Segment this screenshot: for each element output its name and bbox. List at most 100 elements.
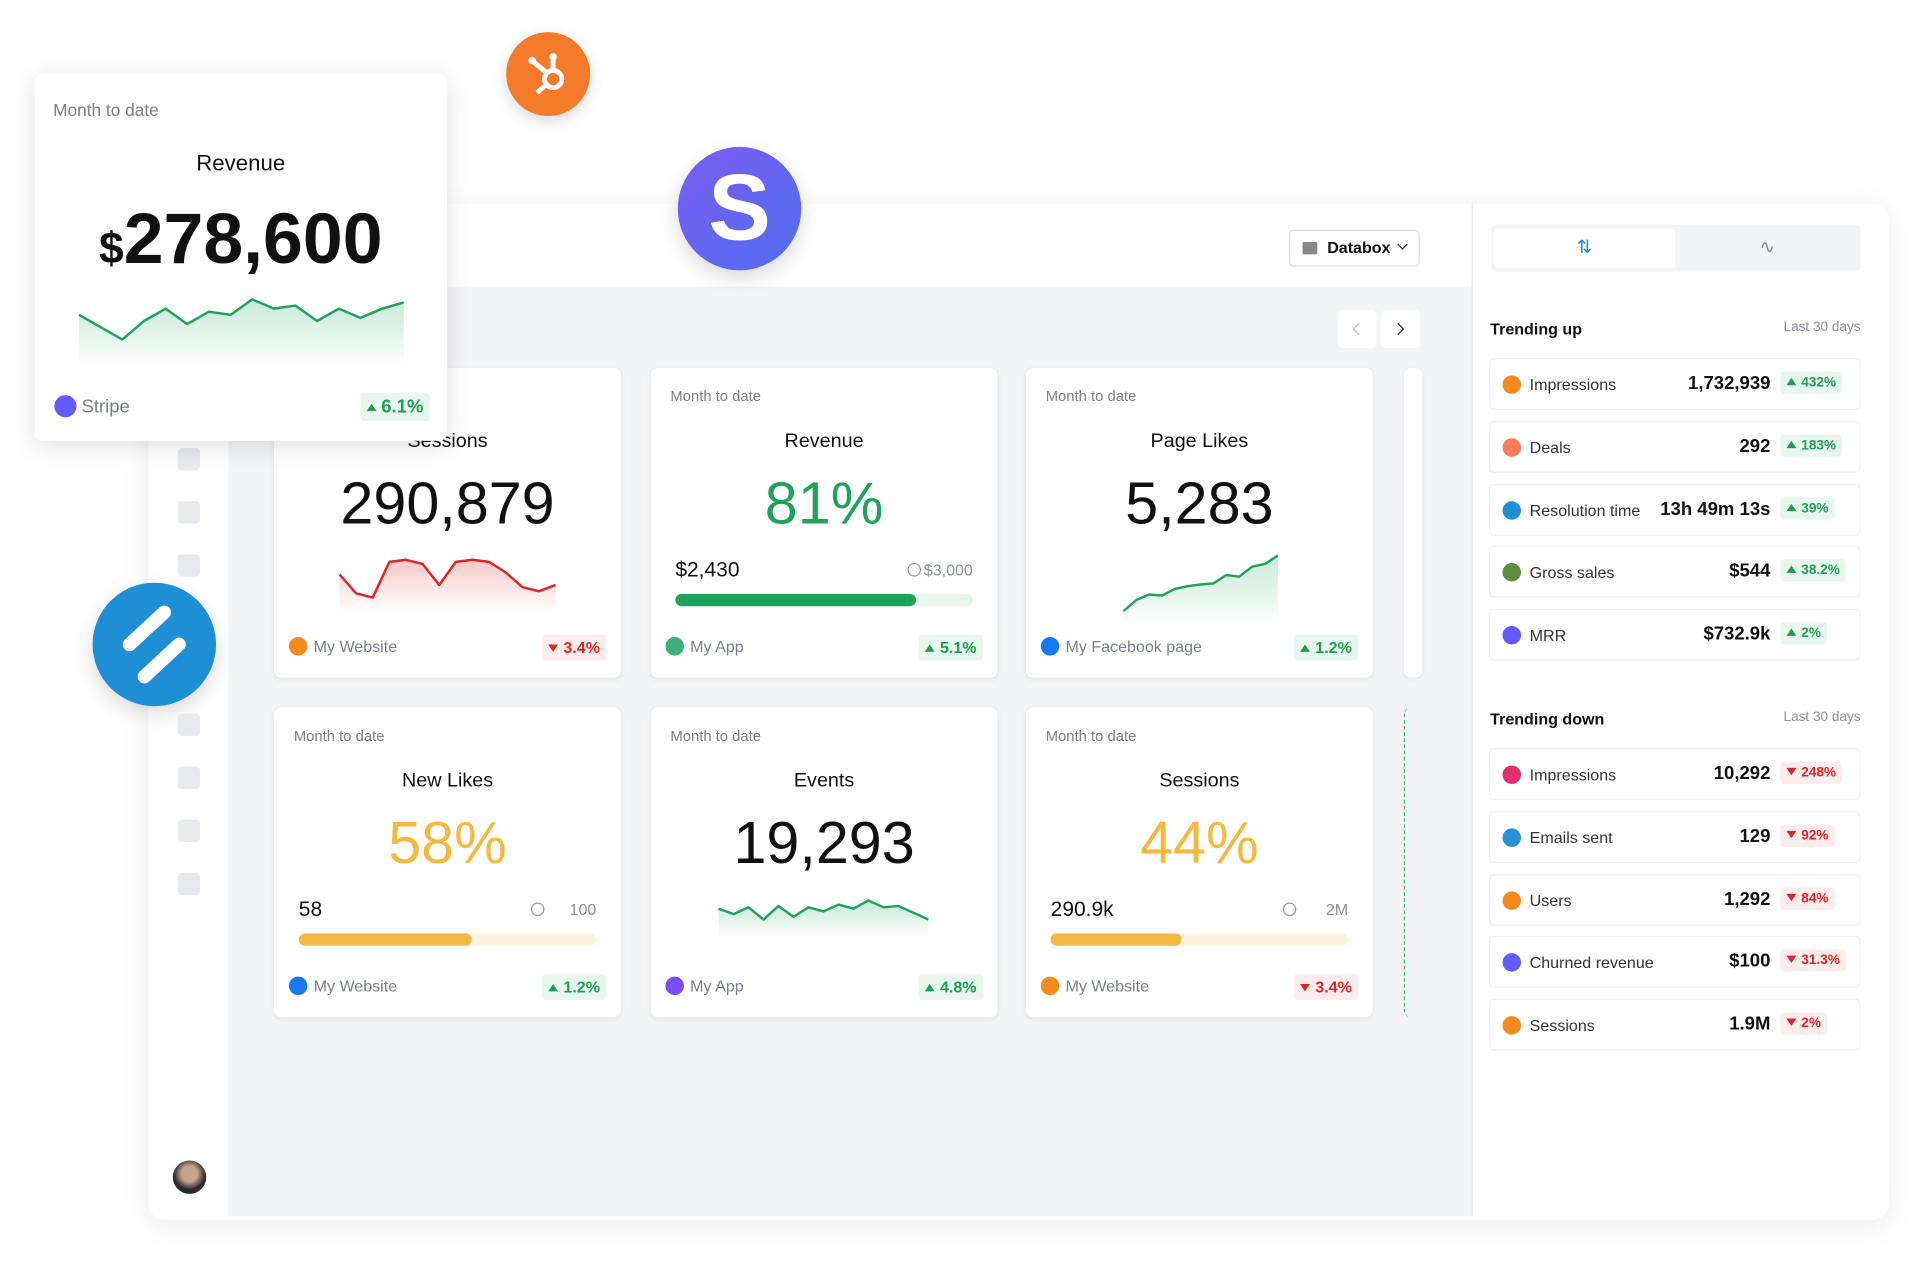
card-value: 44% xyxy=(1140,811,1259,877)
helpscout-icon xyxy=(122,605,186,684)
change-value: 2% xyxy=(1801,626,1821,641)
metric-card[interactable]: Month to date Events 19,293 My App 4.8% xyxy=(650,707,998,1018)
currency: $ xyxy=(98,222,124,273)
change-value: 1.2% xyxy=(1315,638,1352,657)
source-name: My App xyxy=(690,976,744,996)
change-value: 432% xyxy=(1801,375,1837,391)
goal-value: 100 xyxy=(569,900,597,919)
nav-item[interactable] xyxy=(177,766,201,789)
card-value: 290,879 xyxy=(340,471,555,538)
source-name: My Facebook page xyxy=(1065,637,1202,656)
trend-row[interactable]: Impressions 10,292 248% xyxy=(1488,748,1861,801)
change-value: 6.1% xyxy=(381,396,424,418)
metric-name: Churned revenue xyxy=(1529,953,1654,973)
change-badge: 1.2% xyxy=(542,974,607,1001)
metric-value: 1,292 xyxy=(1724,888,1771,910)
change-value: 38.2% xyxy=(1801,563,1840,579)
card-title: Sessions xyxy=(1159,770,1240,792)
change-value: 84% xyxy=(1801,890,1829,906)
sparkline xyxy=(78,298,405,367)
change-value: 39% xyxy=(1801,500,1829,516)
workspace-button[interactable]: Databox xyxy=(1288,229,1420,267)
change-value: 92% xyxy=(1801,828,1829,843)
source-icon xyxy=(1502,765,1522,784)
metric-name: Gross sales xyxy=(1529,563,1615,582)
change-badge: 432% xyxy=(1780,371,1843,394)
source-name: Stripe xyxy=(81,396,130,418)
trend-row[interactable]: Impressions 1,732,939 432% xyxy=(1488,358,1861,410)
progress-fill xyxy=(1050,933,1182,946)
trend-row[interactable]: Churned revenue $100 31.3% xyxy=(1488,936,1861,989)
source-icon xyxy=(1502,375,1522,394)
trend-row[interactable]: Users 1,292 84% xyxy=(1488,873,1861,926)
activity-tab[interactable]: ∿ xyxy=(1759,237,1776,259)
progress-fill xyxy=(675,593,917,607)
metric-name: Emails sent xyxy=(1529,828,1613,847)
target-icon xyxy=(907,562,922,577)
avatar[interactable] xyxy=(172,1160,207,1194)
trend-row[interactable]: Deals 292 183% xyxy=(1488,420,1861,473)
change-badge: 38.2% xyxy=(1780,559,1846,582)
goal-value: $3,000 xyxy=(923,560,973,580)
source-icon xyxy=(1502,626,1522,645)
metric-name: Resolution time xyxy=(1529,500,1641,520)
trend-row[interactable]: Emails sent 129 92% xyxy=(1488,810,1861,863)
metric-name: Users xyxy=(1529,890,1572,910)
card-value: 81% xyxy=(764,471,884,538)
metric-name: Impressions xyxy=(1529,375,1617,394)
nav-item[interactable] xyxy=(177,448,201,471)
card-title: New Likes xyxy=(401,770,494,792)
sparkline-area xyxy=(1123,555,1278,626)
source-name: My Website xyxy=(313,976,398,996)
trend-row[interactable]: Sessions 1.9M 2% xyxy=(1488,999,1861,1051)
nav-item[interactable] xyxy=(177,501,201,524)
sparkline xyxy=(1122,554,1279,626)
card-period: Month to date xyxy=(1045,387,1137,405)
metric-card[interactable]: Month to date Sessions 44% 290.9k 2M My Websi… xyxy=(1025,707,1373,1018)
nav-item[interactable] xyxy=(177,872,201,896)
tab-bar: ⇅ ∿ xyxy=(1491,224,1861,272)
section-title: Trending up xyxy=(1490,319,1583,339)
hubspot-icon xyxy=(528,53,565,95)
divider xyxy=(1471,203,1473,1217)
next-button[interactable] xyxy=(1381,309,1420,349)
nav-item[interactable] xyxy=(177,713,201,736)
section-period: Last 30 days xyxy=(1783,319,1861,335)
hubspot-logo xyxy=(506,32,591,117)
change-value: 183% xyxy=(1801,438,1837,453)
metric-name: Impressions xyxy=(1529,765,1617,784)
source-icon xyxy=(1040,637,1060,656)
card-period: Month to date xyxy=(53,100,159,120)
nav-item[interactable] xyxy=(177,554,201,577)
change-badge: 84% xyxy=(1780,887,1835,910)
change-value: 248% xyxy=(1801,765,1837,781)
source-icon xyxy=(1502,890,1522,910)
trend-row[interactable]: MRR $732.9k 2% xyxy=(1488,608,1861,661)
metric-card[interactable]: Month to date Page Likes 5,283 My Facebook … xyxy=(1025,367,1373,678)
metric-value: $732.9k xyxy=(1703,623,1771,645)
source-icon xyxy=(1502,828,1522,847)
card-period: Month to date xyxy=(670,727,761,745)
source-icon xyxy=(54,395,77,418)
prev-button[interactable] xyxy=(1338,309,1377,349)
goal-value: 2M xyxy=(1325,900,1349,919)
trending-tab[interactable]: ⇅ xyxy=(1493,228,1676,268)
source-name: My App xyxy=(690,637,744,656)
trend-row[interactable]: Gross sales $544 38.2% xyxy=(1488,546,1861,599)
trend-row[interactable]: Resolution time 13h 49m 13s 39% xyxy=(1488,483,1861,536)
sparkline-line xyxy=(338,558,557,599)
helpscout-logo xyxy=(92,582,217,707)
source-icon xyxy=(288,637,308,656)
nav-item[interactable] xyxy=(177,819,201,842)
card-period: Month to date xyxy=(670,387,761,405)
overlay-card[interactable]: Month to date Revenue $278,600 Stripe 6.1% xyxy=(34,74,447,441)
add-card-placeholder[interactable] xyxy=(1403,707,1421,1018)
progress-fill xyxy=(298,933,472,946)
metric-card[interactable]: Month to date Revenue 81% $2,430 $3,000 My Ap… xyxy=(650,367,998,678)
sparkline-line xyxy=(78,298,405,341)
metric-card[interactable]: Month to date New Likes 58% 58 100 My Website… xyxy=(274,707,622,1018)
source-icon xyxy=(1502,953,1522,973)
change-badge: 31.3% xyxy=(1780,949,1846,973)
card-value: 19,293 xyxy=(733,811,915,877)
